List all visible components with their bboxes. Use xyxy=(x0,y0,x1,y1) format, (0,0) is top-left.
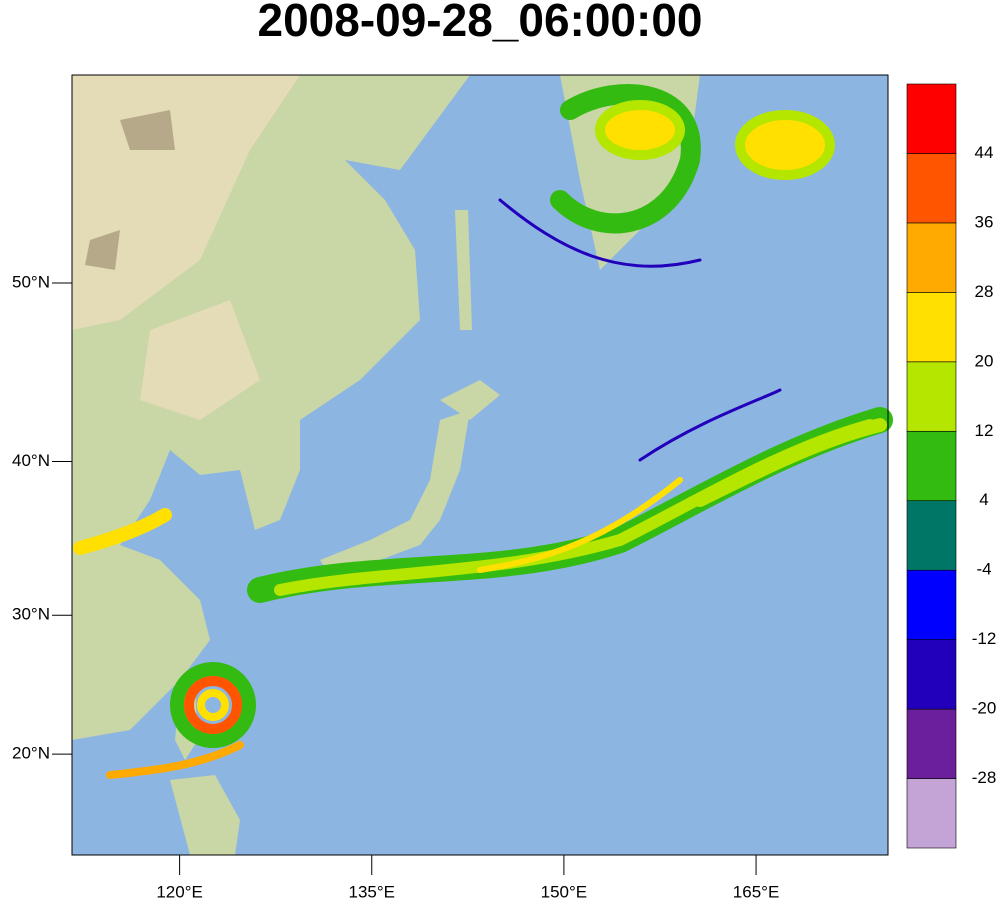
colorbar-label: 44 xyxy=(975,143,994,162)
sakhalin xyxy=(455,210,472,330)
y-tick-label: 40°N xyxy=(12,451,50,470)
x-tick-label: 165°E xyxy=(733,882,780,901)
colorbar-box xyxy=(906,292,957,363)
colorbar-box xyxy=(906,430,957,502)
colorbar-box xyxy=(906,500,957,571)
colorbar-box xyxy=(906,778,957,849)
y-tick-label: 30°N xyxy=(12,605,50,624)
x-tick-label: 120°E xyxy=(156,882,203,901)
colorbar-label: -12 xyxy=(972,629,997,648)
mountains xyxy=(85,110,175,270)
y-tick-label: 50°N xyxy=(12,273,50,292)
colorbar-label: 36 xyxy=(975,212,994,231)
colorbar-label: 4 xyxy=(979,490,988,509)
colorbar-box xyxy=(906,639,957,710)
colorbar-box xyxy=(906,361,957,432)
precipitation xyxy=(73,84,893,779)
colorbar-label: -28 xyxy=(972,768,997,787)
colorbar-box xyxy=(906,153,957,224)
x-tick-label: 150°E xyxy=(541,882,588,901)
colorbar-label: 20 xyxy=(975,351,994,370)
colorbar-box xyxy=(906,708,957,779)
philippines xyxy=(170,775,240,855)
hokkaido xyxy=(440,380,500,420)
colorbar-box xyxy=(906,569,957,640)
map-area xyxy=(71,74,893,856)
y-tick-label: 20°N xyxy=(12,744,50,763)
japan xyxy=(320,410,470,575)
highlands xyxy=(72,75,300,420)
x-tick-label: 135°E xyxy=(348,882,395,901)
colorbar-label: -20 xyxy=(972,699,997,718)
colorbar-box xyxy=(906,222,957,293)
map-frame xyxy=(71,74,889,856)
colorbar-label: 28 xyxy=(975,282,994,301)
title: 2008-09-28_06:00:00 xyxy=(257,0,702,46)
colorbar-box xyxy=(906,83,957,154)
colorbar-label: -4 xyxy=(976,560,991,579)
colorbar: -28 -20 -12 -4 4 12 20 28 36 44 xyxy=(906,83,997,849)
colorbar-label: 12 xyxy=(975,421,994,440)
axes: 120°E 135°E 150°E 165°E 20°N 30°N 40°N 50°N xyxy=(12,273,779,902)
